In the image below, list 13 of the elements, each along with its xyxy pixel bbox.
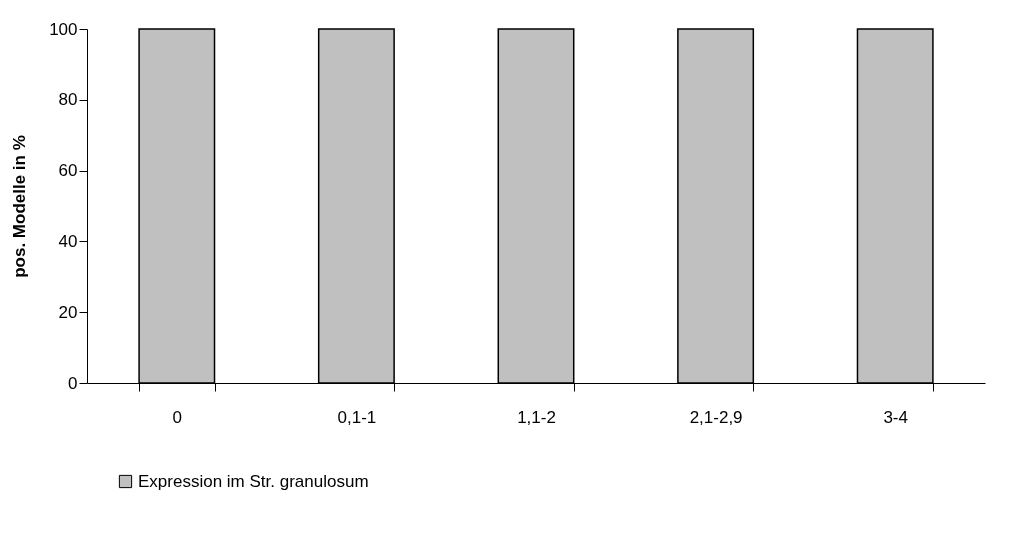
y-tick-label: 0 xyxy=(68,373,78,393)
y-axis-title: pos. Modelle in % xyxy=(10,135,30,278)
y-tick-label: 100 xyxy=(49,19,78,39)
y-tick-label: 80 xyxy=(58,90,78,110)
x-tick-label: 3-4 xyxy=(883,407,908,427)
x-tick-label: 1,1-2 xyxy=(517,407,556,427)
x-tick-label: 2,1-2,9 xyxy=(689,407,743,427)
y-tick-label: 40 xyxy=(58,231,78,251)
legend-label: Expression im Str. granulosum xyxy=(138,471,369,491)
x-tick-label: 0 xyxy=(172,407,183,427)
y-tick-label: 20 xyxy=(58,302,78,322)
y-tick-label: 60 xyxy=(58,161,78,181)
x-tick-label: 0,1-1 xyxy=(337,407,377,427)
